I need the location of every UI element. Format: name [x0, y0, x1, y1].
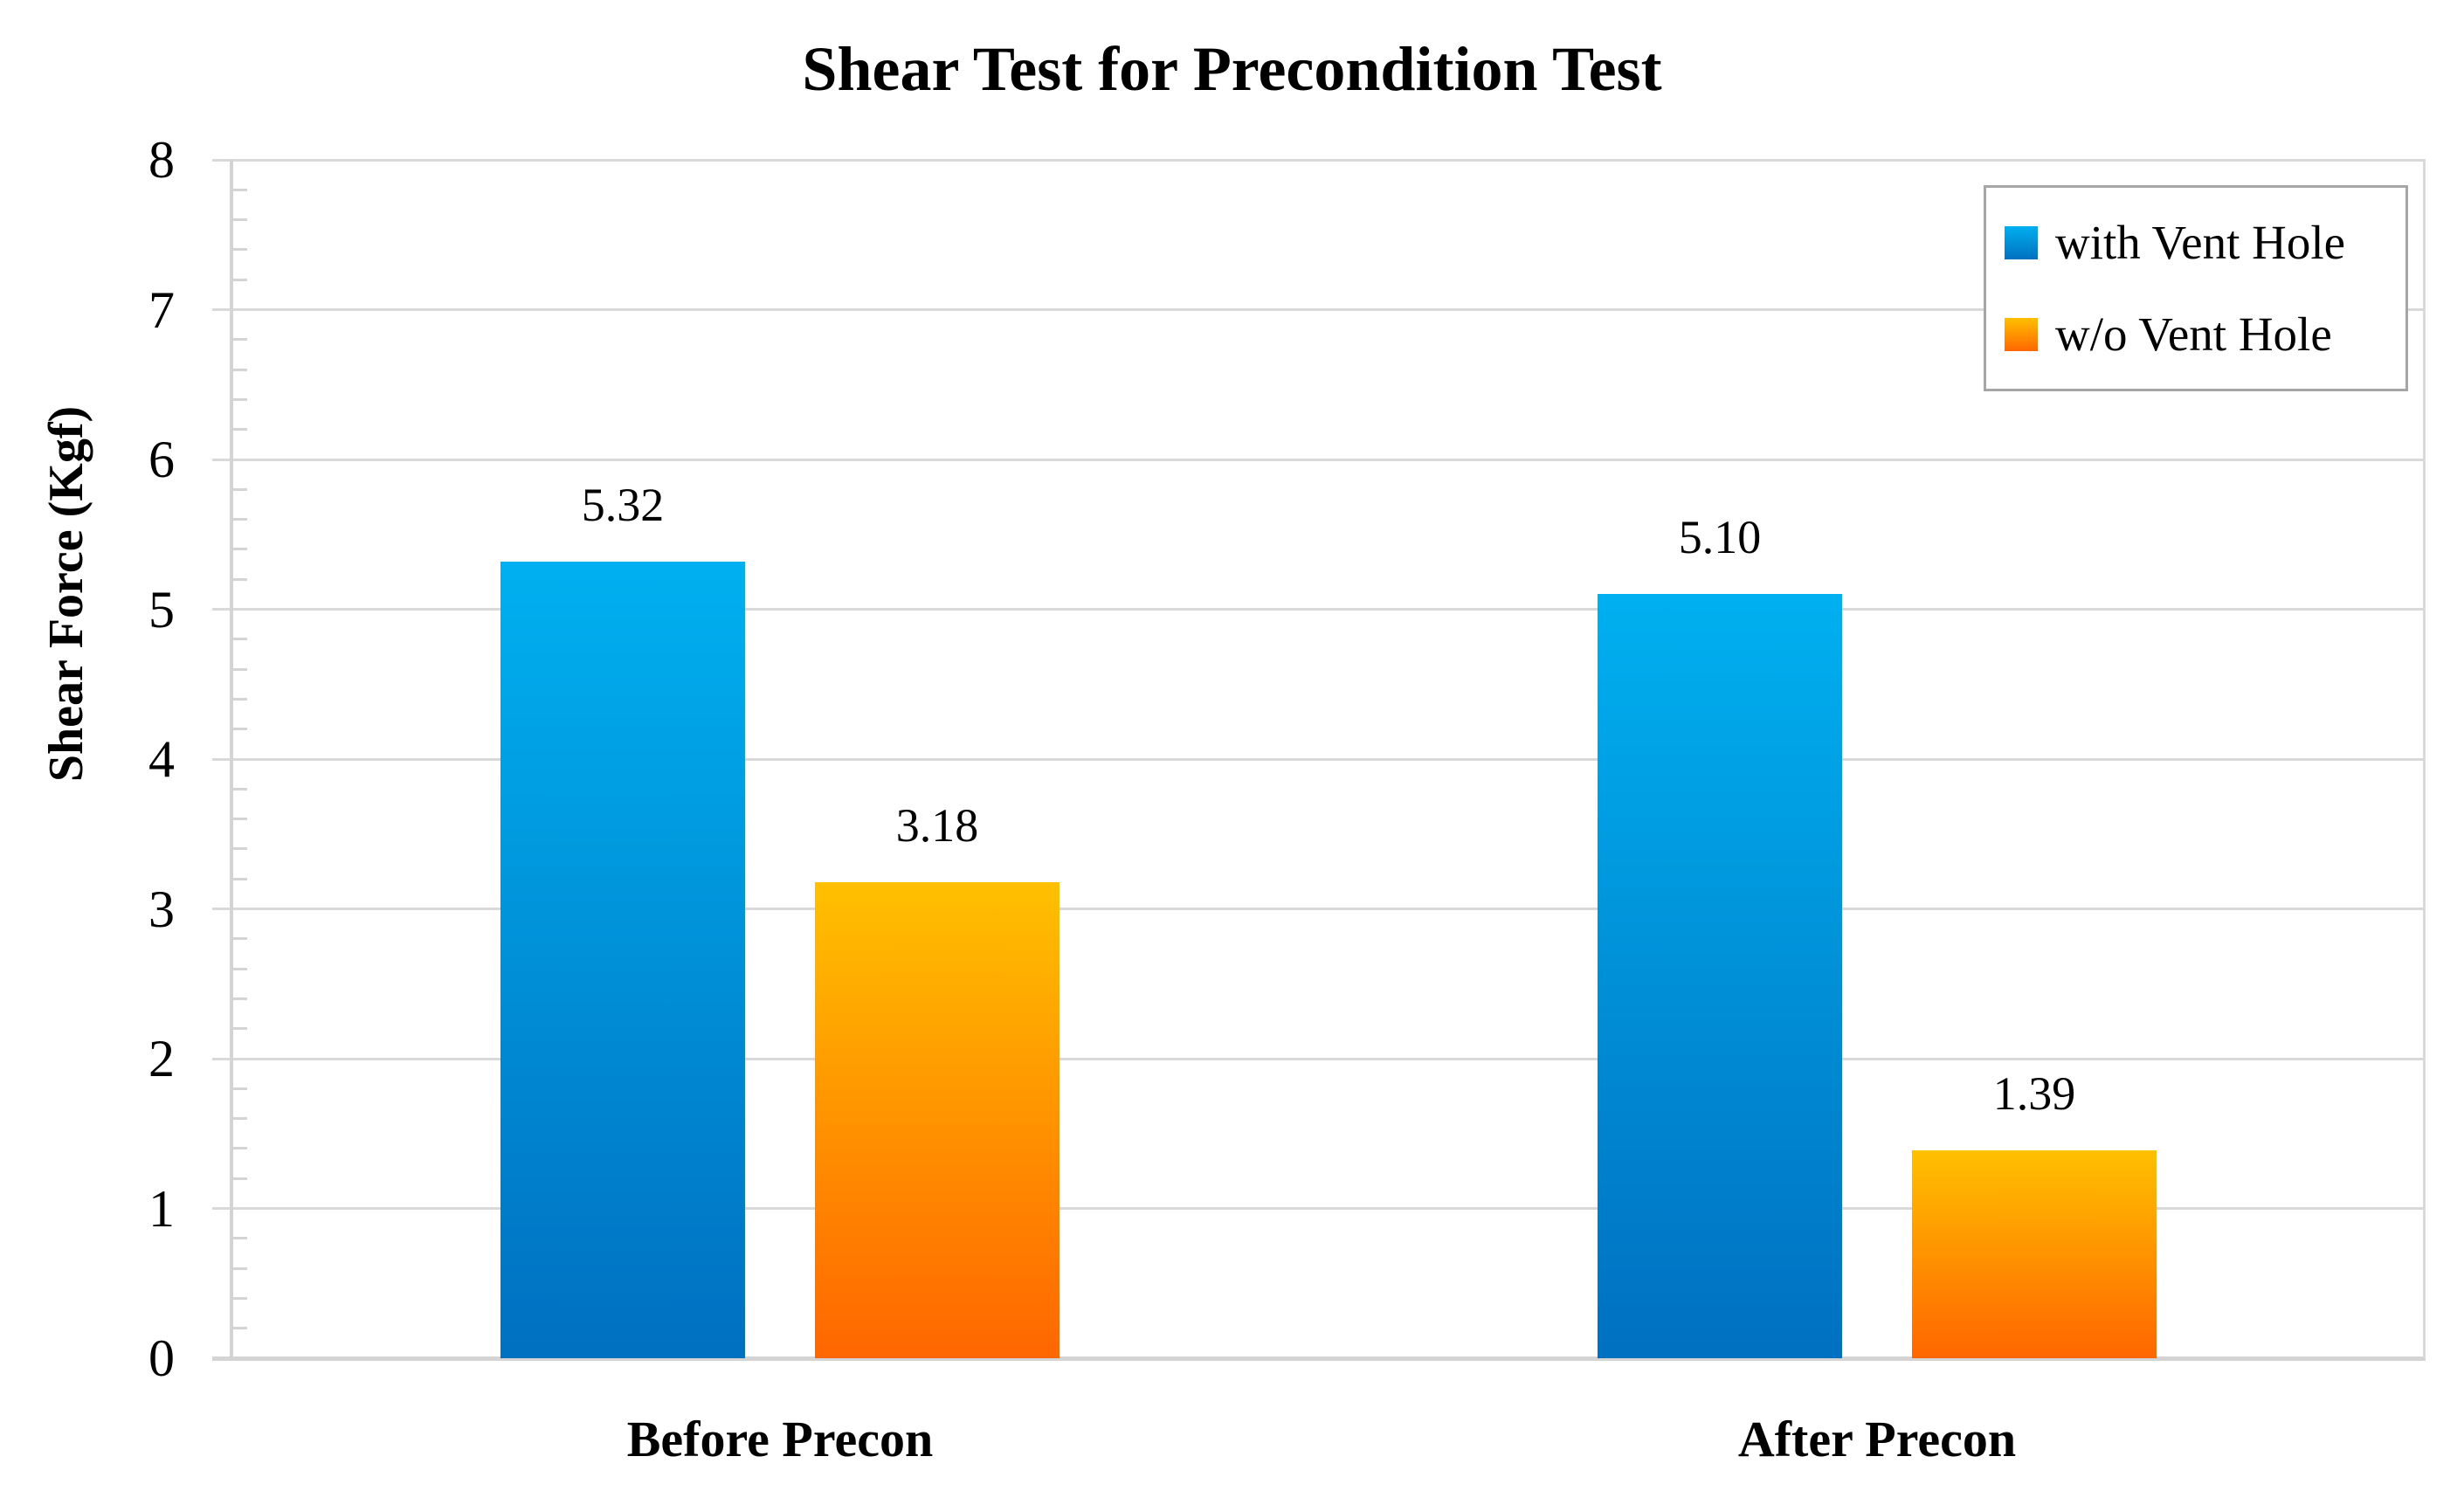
y-tick-label: 7 [148, 280, 175, 339]
y-tick-label: 4 [148, 730, 175, 788]
y-tick-label: 0 [148, 1329, 175, 1387]
bar-value-label: 5.32 [581, 478, 665, 531]
y-tick-label: 5 [148, 580, 175, 639]
legend-entry-with-vent-hole: with Vent Hole [2005, 218, 2405, 266]
major-gridline [212, 308, 2426, 311]
legend-label: w/o Vent Hole [2055, 307, 2332, 361]
minor-tick [233, 278, 247, 281]
minor-tick [233, 667, 247, 671]
minor-tick [233, 548, 247, 551]
major-gridline [212, 1057, 2426, 1060]
bar-value-label: 3.18 [895, 798, 979, 852]
minor-tick [233, 518, 247, 521]
minor-tick [233, 428, 247, 431]
chart-title: Shear Test for Precondition Test [802, 34, 1662, 104]
minor-tick [233, 847, 247, 851]
legend-swatch-wo-vent-hole-icon [2005, 317, 2038, 351]
minor-tick [233, 248, 247, 252]
bar-value-label: 5.10 [1678, 511, 1762, 564]
y-axis-line [230, 160, 233, 1360]
minor-tick [233, 218, 247, 222]
minor-tick [233, 997, 247, 1000]
major-gridline [212, 608, 2426, 611]
minor-tick [233, 1267, 247, 1270]
minor-tick [233, 338, 247, 342]
y-tick-label: 6 [148, 431, 175, 488]
minor-tick [233, 697, 247, 701]
major-gridline [212, 458, 2426, 461]
y-tick-label: 1 [148, 1179, 175, 1238]
minor-tick [233, 967, 247, 970]
bar-w-o-vent-hole [1912, 1149, 2157, 1358]
plot-right-border [2423, 160, 2426, 1358]
major-gridline [212, 1207, 2426, 1210]
minor-tick [233, 1177, 247, 1180]
minor-tick [233, 1117, 247, 1121]
minor-tick [233, 1027, 247, 1031]
major-gridline [212, 908, 2426, 910]
legend-entry-wo-vent-hole: w/o Vent Hole [2005, 310, 2405, 358]
bar-with-vent-hole [500, 561, 745, 1358]
minor-tick [233, 877, 247, 880]
category-label: Before Precon [626, 1411, 934, 1467]
minor-tick [233, 1327, 247, 1330]
minor-tick [233, 1087, 247, 1090]
minor-tick [233, 728, 247, 731]
minor-tick [233, 188, 247, 191]
y-tick-label: 3 [148, 880, 175, 938]
y-tick-label: 8 [148, 131, 175, 189]
major-gridline [212, 757, 2426, 761]
plot-area: 0 1 2 3 4 5 6 7 8 5.32 3.18 Before Precon 5.10 1.39 Af… [148, 131, 2426, 1467]
legend-label: with Vent Hole [2055, 216, 2346, 269]
bar-with-vent-hole [1598, 594, 1842, 1358]
legend: with Vent Hole w/o Vent Hole [1984, 185, 2408, 391]
minor-tick [233, 577, 247, 581]
minor-tick [233, 1296, 247, 1300]
minor-tick [233, 638, 247, 641]
minor-tick [233, 1147, 247, 1150]
minor-tick [233, 787, 247, 790]
major-gridline [212, 158, 2426, 162]
minor-tick [233, 487, 247, 491]
minor-tick [233, 818, 247, 821]
bar-w-o-vent-hole [815, 881, 1059, 1358]
legend-swatch-with-vent-hole-icon [2005, 225, 2038, 259]
minor-tick [233, 368, 247, 371]
minor-tick [233, 397, 247, 401]
category-label: After Precon [1737, 1411, 2017, 1467]
minor-tick [233, 1237, 247, 1240]
bar-value-label: 1.39 [1992, 1066, 2076, 1120]
y-tick-label: 2 [148, 1030, 175, 1087]
minor-tick [233, 937, 247, 941]
x-axis-line [212, 1356, 2426, 1361]
